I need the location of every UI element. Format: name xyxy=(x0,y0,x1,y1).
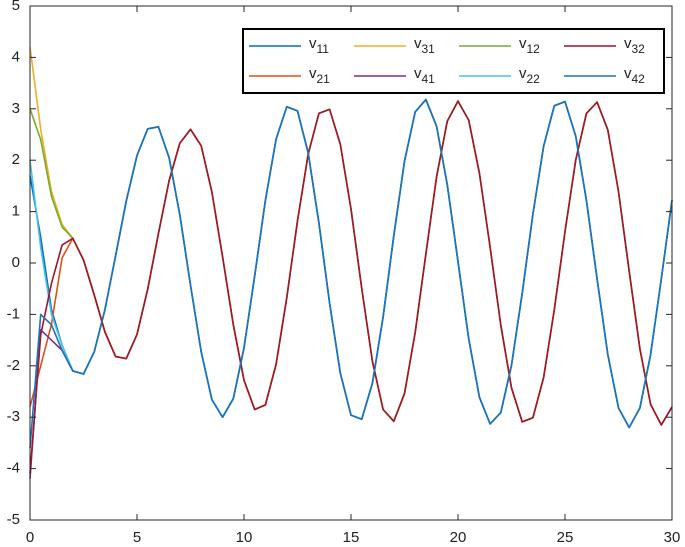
legend-label: v31 xyxy=(414,35,435,56)
legend-label: v11 xyxy=(309,35,329,56)
y-tick-label: 4 xyxy=(12,48,20,65)
y-tick-label: 0 xyxy=(12,254,20,271)
axes-box xyxy=(29,5,673,521)
y-tick-label: 2 xyxy=(12,151,20,168)
legend-label: v41 xyxy=(414,65,435,86)
legend-label: v22 xyxy=(519,65,540,86)
x-tick-label: 5 xyxy=(133,529,141,546)
y-tick-label: 5 xyxy=(12,0,20,14)
x-tick-label: 0 xyxy=(26,529,34,546)
legend-label: v42 xyxy=(624,65,645,86)
series-line xyxy=(29,98,673,449)
x-tick-label: 30 xyxy=(664,529,681,546)
y-tick-label: -3 xyxy=(7,408,20,425)
legend-box xyxy=(242,28,665,94)
x-tick-label: 10 xyxy=(236,529,253,546)
legend-label: v32 xyxy=(624,35,645,56)
y-tick-label: 1 xyxy=(12,203,20,220)
x-tick-label: 20 xyxy=(450,529,467,546)
y-tick-label: -5 xyxy=(7,511,20,528)
legend-label: v21 xyxy=(309,65,330,86)
x-tick-label: 25 xyxy=(557,529,574,546)
x-tick-label: 15 xyxy=(343,529,360,546)
y-tick-label: -2 xyxy=(7,357,20,374)
series-line xyxy=(29,100,673,474)
y-tick-label: 3 xyxy=(12,100,20,117)
y-tick-label: -1 xyxy=(7,305,20,322)
legend-label: v12 xyxy=(519,35,540,56)
y-tick-label: -4 xyxy=(7,460,20,477)
